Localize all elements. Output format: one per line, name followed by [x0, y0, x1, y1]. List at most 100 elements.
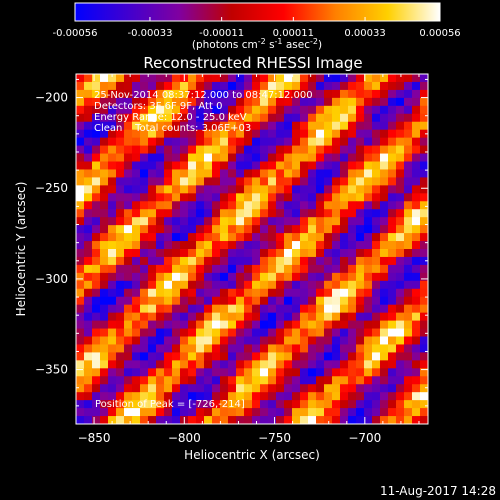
heatmap-cell: [396, 408, 405, 417]
heatmap-cell: [308, 177, 317, 186]
heatmap-cell: [396, 177, 405, 186]
heatmap-cell: [364, 169, 373, 178]
heatmap-cell: [116, 97, 125, 107]
heatmap-cell: [284, 185, 293, 194]
heatmap-cell: [340, 74, 349, 83]
heatmap-cell: [356, 368, 365, 377]
heatmap-cell: [220, 97, 229, 107]
heatmap-cell: [100, 416, 109, 425]
heatmap-cell: [188, 233, 197, 242]
heatmap-cell: [172, 328, 181, 337]
heatmap-cell: [204, 304, 213, 314]
heatmap-cell: [284, 368, 293, 377]
heatmap-cell: [276, 312, 285, 321]
heatmap-cell: [180, 169, 189, 178]
heatmap-cell: [404, 368, 413, 377]
heatmap-cell: [180, 256, 189, 266]
heatmap-cell: [196, 113, 205, 123]
heatmap-cell: [108, 97, 117, 107]
heatmap-cell: [156, 201, 165, 210]
heatmap-cell: [332, 153, 341, 162]
heatmap-cell: [212, 185, 221, 194]
heatmap-cell: [164, 145, 173, 154]
heatmap-cell: [268, 113, 277, 123]
heatmap-cell: [396, 272, 405, 282]
heatmap-cell: [212, 249, 221, 258]
heatmap-cell: [380, 360, 389, 369]
heatmap-cell: [124, 304, 133, 314]
heatmap-cell: [372, 241, 381, 250]
heatmap-cell: [156, 161, 165, 170]
heatmap-cell: [164, 280, 173, 290]
heatmap-cell: [380, 225, 389, 234]
heatmap-cell: [340, 280, 349, 290]
heatmap-cell: [124, 280, 133, 290]
heatmap-cell: [324, 320, 333, 329]
heatmap-cell: [340, 153, 349, 162]
heatmap-cell: [204, 296, 213, 306]
heatmap-cell: [100, 288, 109, 298]
heatmap-cell: [356, 272, 365, 282]
heatmap-cell: [212, 177, 221, 186]
heatmap-cell: [124, 392, 133, 401]
heatmap-cell: [300, 416, 309, 425]
heatmap-cell: [212, 368, 221, 377]
heatmap-cell: [236, 249, 245, 258]
heatmap-cell: [76, 280, 85, 290]
heatmap-cell: [188, 368, 197, 377]
heatmap-cell: [164, 336, 173, 345]
heatmap-cell: [148, 97, 157, 107]
heatmap-cell: [212, 264, 221, 274]
heatmap-cell: [212, 74, 221, 83]
heatmap-cell: [84, 352, 93, 361]
heatmap-cell: [196, 97, 205, 107]
heatmap-cell: [364, 256, 373, 266]
heatmap-cell: [324, 177, 333, 186]
heatmap-cell: [92, 360, 101, 369]
heatmap-cell: [76, 264, 85, 274]
heatmap-cell: [180, 209, 189, 218]
heatmap-cell: [172, 392, 181, 401]
heatmap-cell: [340, 392, 349, 401]
heatmap-cell: [332, 384, 341, 393]
heatmap-cell: [348, 280, 357, 290]
heatmap-cell: [420, 225, 429, 234]
heatmap-cell: [140, 113, 149, 123]
heatmap-cell: [252, 320, 261, 329]
heatmap-cell: [100, 137, 109, 146]
heatmap-cell: [188, 256, 197, 266]
heatmap-cell: [148, 185, 157, 194]
heatmap-cell: [196, 296, 205, 306]
heatmap-cell: [148, 368, 157, 377]
heatmap-cell: [284, 312, 293, 321]
heatmap-cell: [188, 74, 197, 83]
heatmap-cell: [140, 344, 149, 353]
heatmap-cell: [132, 280, 141, 290]
heatmap-cell: [348, 129, 357, 139]
heatmap-cell: [132, 304, 141, 314]
heatmap-cell: [116, 328, 125, 337]
heatmap-cell: [188, 137, 197, 146]
heatmap-cell: [276, 264, 285, 274]
heatmap-cell: [324, 74, 333, 83]
heatmap-cell: [164, 74, 173, 83]
heatmap-cell: [372, 233, 381, 242]
heatmap-cell: [396, 161, 405, 170]
heatmap-cell: [100, 328, 109, 337]
heatmap-cell: [380, 312, 389, 321]
heatmap-cell: [132, 153, 141, 162]
heatmap-cell: [244, 81, 253, 91]
heatmap-cell: [228, 185, 237, 194]
heatmap-cell: [108, 392, 117, 401]
heatmap-cell: [132, 217, 141, 226]
heatmap-cell: [332, 105, 341, 115]
heatmap-cell: [292, 169, 301, 178]
heatmap-cell: [364, 129, 373, 139]
heatmap-cell: [84, 256, 93, 266]
heatmap-cell: [204, 249, 213, 258]
heatmap-cell: [388, 368, 397, 377]
heatmap-cell: [148, 408, 157, 417]
heatmap-cell: [108, 296, 117, 306]
heatmap-cell: [412, 280, 421, 290]
heatmap-cell: [284, 416, 293, 425]
